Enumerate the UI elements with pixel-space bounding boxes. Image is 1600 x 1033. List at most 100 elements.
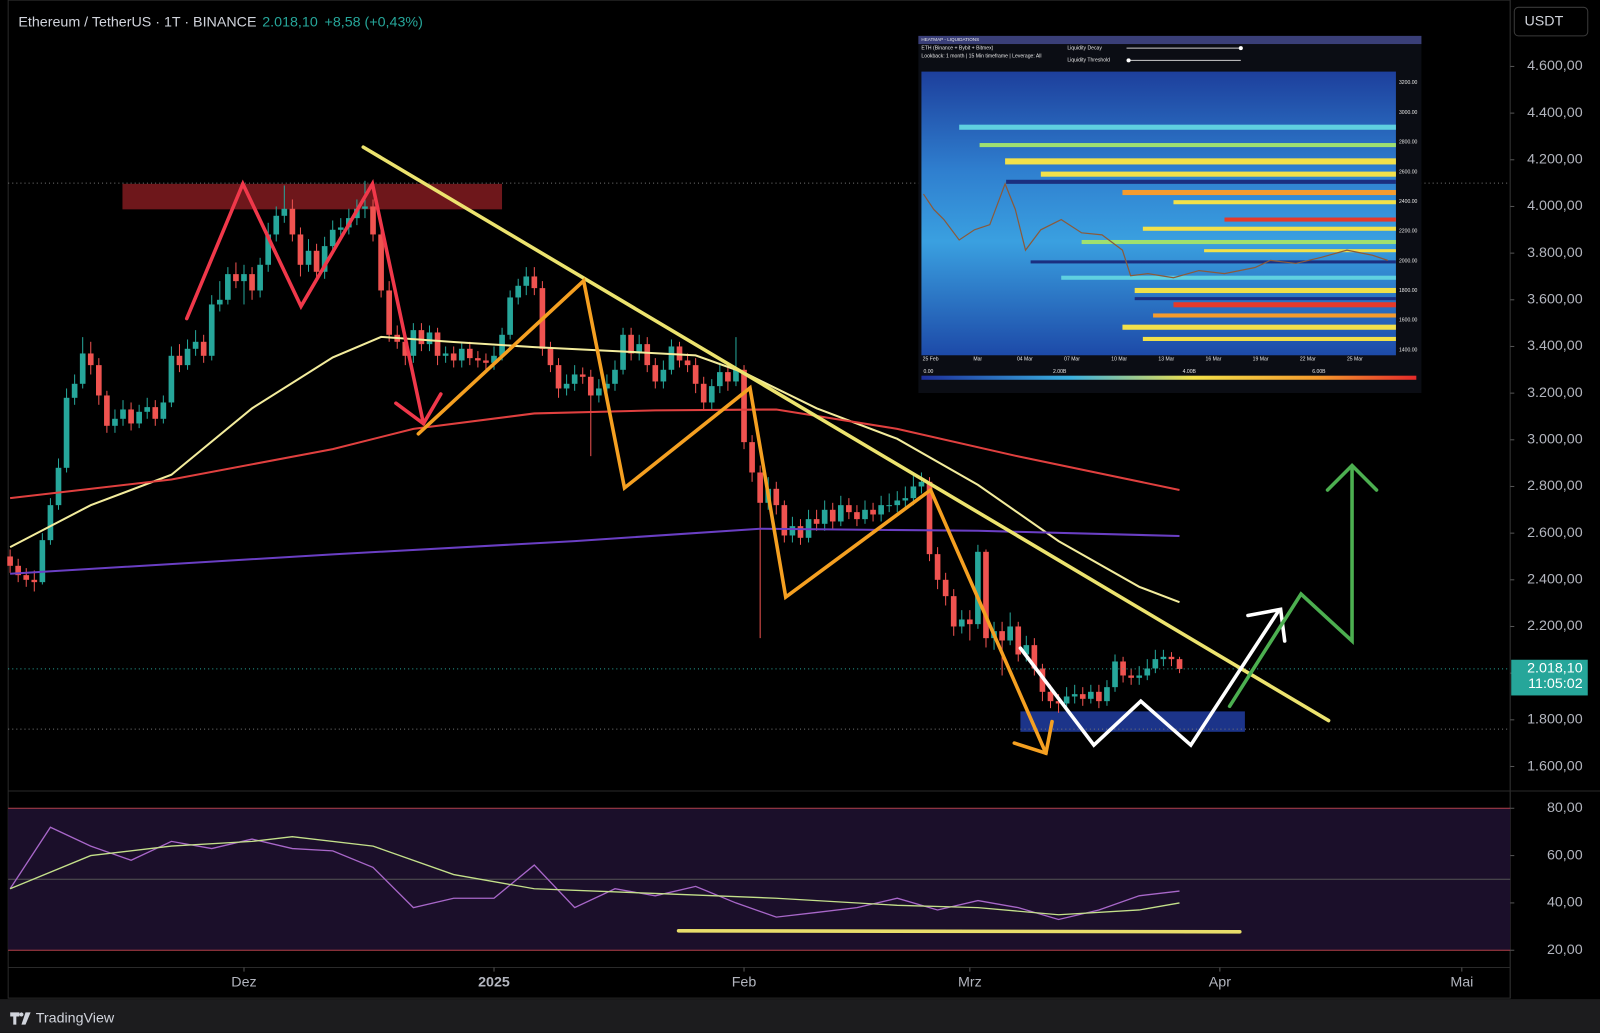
streak [1204, 249, 1396, 253]
candle-body [983, 551, 989, 639]
green-arrowhead [1325, 462, 1379, 492]
candle-body [700, 383, 707, 403]
candle-body [120, 409, 126, 419]
candle-body [410, 330, 417, 356]
candle-body [1023, 645, 1030, 655]
candle-body [515, 285, 522, 298]
candle-body [249, 274, 255, 291]
candle-body [1063, 696, 1070, 704]
candle-body [305, 250, 312, 265]
candle-body [1104, 687, 1110, 702]
candle-body [878, 505, 884, 515]
heatmap-area [921, 71, 1396, 356]
y-tick-label: 3.000,00 [1527, 432, 1583, 448]
streak [979, 143, 1396, 148]
inset-x-label: 19 Mar [1253, 357, 1269, 363]
candle-body [208, 304, 215, 356]
candle-body [176, 355, 183, 366]
candle-body [1160, 656, 1167, 660]
series-layer [7, 180, 1511, 951]
currency-button[interactable] [1513, 6, 1589, 37]
candle-body [910, 486, 917, 499]
candle-body [1007, 626, 1013, 641]
candle-body [789, 526, 796, 536]
candle-body [531, 276, 538, 289]
candle-body [1096, 691, 1102, 702]
inset-titlebar [918, 35, 1422, 45]
inset-y-label: 2400.00 [1399, 199, 1418, 205]
candle-body [7, 556, 13, 566]
candle-body [934, 554, 941, 580]
candle-body [902, 498, 909, 501]
streak [1134, 287, 1396, 294]
candle-body [749, 442, 755, 473]
heatmap-inset: HEATMAP - LIQUIDATIONS ETH (Binance + By… [918, 35, 1422, 394]
candle-body [676, 346, 683, 361]
y-tick-label: 3.800,00 [1527, 245, 1583, 261]
candle-body [999, 631, 1005, 641]
candle-body [821, 509, 828, 524]
candle-body [1031, 645, 1038, 669]
y-tick-label: 80,00 [1547, 800, 1583, 816]
brand-logo [10, 1012, 31, 1025]
candle-body [15, 565, 21, 576]
candle-body [668, 346, 675, 370]
candle-body [23, 575, 30, 580]
candle-body [813, 519, 820, 524]
candle-body [426, 332, 433, 345]
streak [959, 124, 1396, 130]
candle-body [684, 360, 691, 366]
x-tick-label: Feb [732, 975, 757, 991]
x-tick-label: 2025 [478, 975, 510, 991]
candle-body [466, 348, 473, 359]
candle-body [837, 505, 844, 522]
streak [1006, 179, 1396, 184]
candle-body [257, 264, 263, 291]
candle-body [1079, 694, 1086, 699]
candle-body [741, 369, 747, 443]
candle-body [757, 472, 763, 503]
inset-y-label: 3200.00 [1399, 80, 1418, 86]
candle-body [1047, 691, 1054, 702]
inset-decay: Liquidity Decay [1067, 45, 1102, 51]
candle-body [265, 234, 272, 265]
candle-body [829, 509, 836, 522]
inset-price-line [922, 182, 1388, 279]
streak [1224, 217, 1396, 222]
candle-body [579, 374, 586, 377]
moving-average [9, 408, 1180, 500]
inset-x-label: Mar [973, 357, 982, 363]
last-price-box [1511, 659, 1588, 696]
inset-y-label: 1600.00 [1399, 318, 1418, 324]
candle-body [39, 540, 46, 583]
candle-body [442, 353, 449, 356]
streak [1134, 297, 1396, 301]
streak [1142, 336, 1396, 341]
symbol-title: Ethereum / TetherUS · 1T · BINANCE [18, 14, 256, 30]
orange-arrowhead [1012, 719, 1054, 756]
inset-scale-label: 4.00B [1183, 369, 1197, 375]
candle-body [184, 348, 191, 366]
candle-body [725, 372, 731, 382]
candle-body [136, 411, 142, 424]
candle-body [894, 500, 901, 506]
countdown-label: 11:05:02 [1528, 676, 1583, 692]
candle-body [587, 376, 594, 396]
candle-body [1176, 659, 1183, 669]
currency-label[interactable]: USDT [1524, 13, 1563, 29]
candle-body [79, 353, 86, 384]
candle-body [797, 526, 804, 538]
inset-x-label: 13 Mar [1158, 357, 1174, 363]
candle-body [571, 374, 578, 384]
heatmap-streaks [959, 124, 1396, 341]
candle-body [644, 344, 651, 366]
candle-body [926, 481, 933, 555]
candle-body [975, 551, 981, 625]
candle-body [55, 467, 62, 506]
candle-body [216, 299, 223, 305]
inset-x-label: 04 Mar [1017, 357, 1033, 363]
trendline [361, 145, 1331, 723]
candle-body [200, 341, 207, 356]
inset-x-label: 22 Mar [1300, 357, 1316, 363]
candle-body [192, 341, 199, 349]
